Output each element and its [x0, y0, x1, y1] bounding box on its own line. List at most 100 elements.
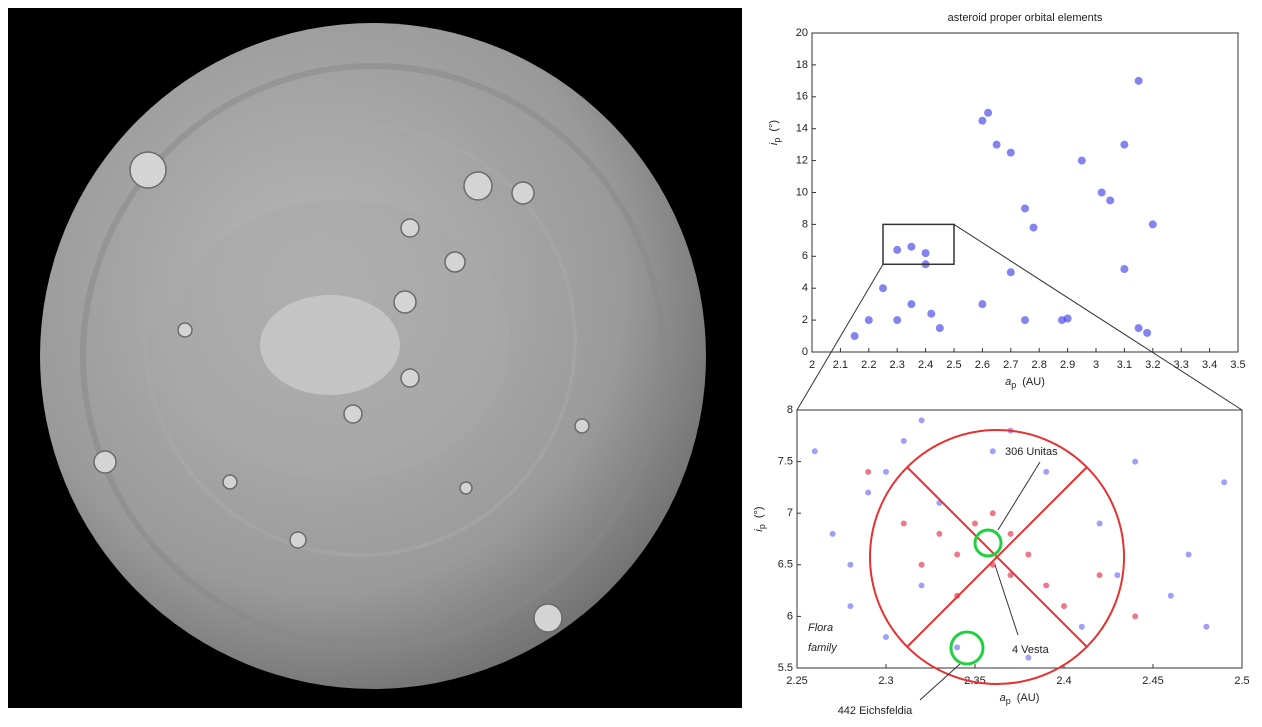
point	[935, 324, 944, 333]
point	[978, 300, 987, 309]
x-tick-label: 2.25	[786, 675, 807, 687]
point	[936, 530, 943, 537]
x-tick-label: 2.9	[1060, 359, 1075, 371]
point	[918, 561, 925, 568]
point	[1143, 328, 1152, 337]
x-tick-label: 3.1	[1117, 359, 1132, 371]
x-tick-label: 3.5	[1230, 359, 1245, 371]
point	[984, 108, 993, 117]
axis-label-main: i	[768, 142, 780, 145]
point	[1021, 316, 1029, 325]
point	[1007, 530, 1014, 537]
point	[893, 245, 902, 254]
point	[1097, 188, 1106, 197]
point	[1221, 479, 1228, 486]
point	[954, 551, 961, 558]
y-tick-label: 18	[796, 59, 808, 71]
x-tick-label: 2.6	[975, 359, 990, 371]
x-tick-label: 2.2	[861, 359, 876, 371]
annotation: Flora	[808, 622, 833, 634]
point	[918, 582, 925, 589]
axis-label-main: i	[753, 529, 765, 532]
point	[864, 316, 873, 325]
y-tick-label: 7	[787, 507, 793, 519]
point	[865, 489, 872, 496]
point	[1077, 156, 1086, 165]
y-tick-label: 5.5	[778, 662, 793, 674]
point	[811, 448, 818, 455]
x-tick-label: 3.2	[1145, 359, 1160, 371]
y-tick-label: 6.5	[778, 559, 793, 571]
point	[989, 510, 996, 517]
point	[954, 644, 961, 651]
point	[1132, 613, 1139, 620]
point	[918, 417, 925, 424]
point	[1148, 220, 1157, 229]
point	[829, 530, 836, 537]
point	[1006, 148, 1015, 157]
x-tick-label: 2.8	[1032, 359, 1047, 371]
point	[1106, 196, 1115, 205]
point	[1006, 268, 1015, 277]
zoom-box	[882, 223, 955, 266]
axis-label-sub: p	[1011, 380, 1016, 390]
axis-label: ap (AU)	[1000, 692, 1040, 706]
point	[1120, 140, 1129, 149]
point	[989, 448, 996, 455]
point	[927, 309, 936, 318]
zoom-line	[796, 264, 884, 411]
point	[907, 242, 916, 251]
y-tick-label: 8	[787, 404, 793, 416]
axis-label-unit: (AU)	[1017, 692, 1040, 704]
overlay	[869, 429, 1125, 701]
point	[1132, 458, 1139, 465]
point	[1043, 582, 1050, 589]
x-tick-label: 2.1	[833, 359, 848, 371]
y-tick-label: 2	[802, 314, 808, 326]
vesta-image	[8, 8, 742, 708]
point	[1025, 551, 1032, 558]
x-tick-label: 2.3	[878, 675, 893, 687]
point	[1096, 520, 1103, 527]
plot-frame	[811, 32, 1239, 353]
point	[1114, 572, 1121, 579]
point	[883, 634, 889, 641]
point	[850, 332, 859, 341]
annotation: 4 Vesta	[1012, 644, 1050, 656]
point	[1120, 265, 1129, 274]
point	[978, 116, 987, 125]
axis-label-sub: p	[772, 138, 782, 143]
point	[907, 300, 916, 309]
point	[972, 520, 978, 527]
y-tick-label: 7.5	[778, 456, 793, 468]
point	[1025, 654, 1032, 661]
point	[1134, 76, 1143, 85]
point	[1078, 623, 1085, 630]
x-tick-label: 2	[809, 359, 815, 371]
y-tick-label: 10	[796, 186, 808, 198]
axis-label-unit: (°)	[768, 120, 780, 132]
point	[1061, 603, 1067, 610]
point	[1167, 592, 1174, 599]
point	[992, 140, 1001, 149]
point	[865, 468, 872, 475]
point	[847, 561, 854, 568]
axis-label-main: a	[1000, 692, 1006, 704]
point	[1185, 551, 1192, 558]
x-tick-label: 2.4	[1056, 675, 1071, 687]
x-tick-label: 3	[1093, 359, 1099, 371]
axis-label-main: a	[1005, 376, 1011, 388]
y-tick-label: 16	[796, 91, 808, 103]
point	[847, 603, 854, 610]
x-tick-label: 3.4	[1202, 359, 1217, 371]
y-tick-label: 4	[802, 282, 808, 294]
point	[1043, 468, 1050, 475]
x-tick-label: 2.7	[1003, 359, 1018, 371]
point	[921, 249, 930, 258]
annotation: 442 Eichsfeldia	[838, 705, 913, 717]
point	[1096, 572, 1103, 579]
zoom-line	[953, 223, 1243, 411]
x-tick-label: 3.3	[1174, 359, 1189, 371]
